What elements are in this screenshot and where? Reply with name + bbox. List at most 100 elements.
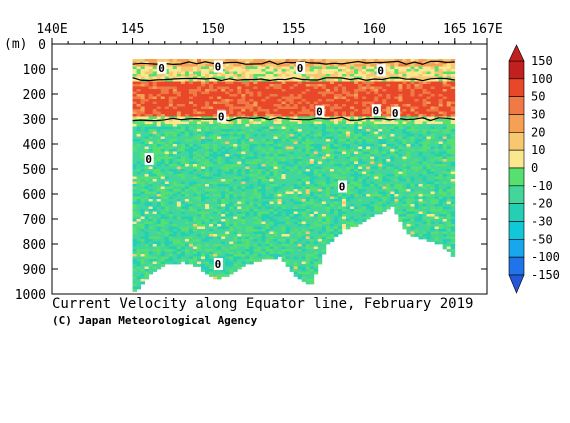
field-cell bbox=[245, 131, 250, 135]
field-cell bbox=[229, 224, 234, 227]
field-cell bbox=[192, 251, 198, 255]
field-cell bbox=[261, 156, 266, 160]
field-cell bbox=[346, 134, 351, 137]
field-cell bbox=[350, 101, 355, 105]
field-cell bbox=[366, 194, 371, 197]
field-cell bbox=[180, 194, 186, 197]
field-cell bbox=[281, 221, 287, 225]
field-cell bbox=[350, 219, 355, 222]
field-cell bbox=[168, 139, 174, 142]
field-cell bbox=[358, 139, 363, 142]
field-cell bbox=[241, 146, 246, 150]
field-cell bbox=[209, 136, 214, 140]
field-cell bbox=[378, 156, 383, 160]
field-cell bbox=[370, 99, 375, 102]
field-cell bbox=[354, 109, 359, 112]
field-cell bbox=[285, 179, 291, 182]
field-cell bbox=[297, 249, 303, 252]
field-cell bbox=[273, 86, 278, 90]
field-cell bbox=[253, 134, 258, 137]
field-cell bbox=[346, 64, 351, 67]
field-cell bbox=[140, 159, 146, 162]
field-cell bbox=[346, 71, 351, 75]
field-cell bbox=[245, 171, 250, 175]
field-cell bbox=[309, 244, 315, 247]
field-cell bbox=[132, 81, 137, 85]
field-cell bbox=[285, 214, 291, 217]
field-cell bbox=[317, 154, 323, 157]
field-cell bbox=[148, 189, 154, 192]
field-cell bbox=[140, 211, 146, 215]
field-cell bbox=[354, 94, 359, 97]
field-cell bbox=[350, 169, 355, 172]
field-cell bbox=[273, 236, 278, 240]
field-cell bbox=[172, 154, 178, 157]
field-cell bbox=[160, 84, 166, 87]
field-cell bbox=[184, 59, 190, 62]
field-cell bbox=[172, 129, 178, 132]
field-cell bbox=[253, 229, 258, 232]
field-cell bbox=[257, 244, 262, 247]
field-cell bbox=[233, 81, 238, 85]
field-cell bbox=[281, 224, 287, 227]
field-cell bbox=[168, 146, 174, 150]
field-cell bbox=[269, 76, 274, 80]
field-cell bbox=[140, 66, 146, 70]
field-cell bbox=[184, 89, 190, 92]
field-cell bbox=[265, 114, 270, 117]
field-cell bbox=[148, 169, 154, 172]
field-cell bbox=[184, 144, 190, 147]
field-cell bbox=[253, 99, 258, 102]
field-cell bbox=[354, 114, 359, 117]
field-cell bbox=[249, 251, 254, 255]
field-cell bbox=[213, 234, 218, 237]
field-cell bbox=[205, 69, 210, 72]
field-cell bbox=[233, 256, 238, 260]
field-cell bbox=[197, 111, 202, 115]
field-cell bbox=[317, 229, 323, 232]
field-cell bbox=[354, 179, 359, 182]
field-cell bbox=[337, 79, 343, 82]
field-cell bbox=[253, 214, 258, 217]
field-cell bbox=[337, 201, 343, 205]
field-cell bbox=[221, 199, 226, 202]
field-cell bbox=[329, 196, 335, 200]
field-cell bbox=[321, 154, 327, 157]
field-cell bbox=[269, 166, 274, 170]
field-cell bbox=[253, 109, 258, 112]
field-cell bbox=[245, 114, 250, 117]
field-cell bbox=[192, 129, 198, 132]
field-cell bbox=[152, 239, 158, 242]
field-cell bbox=[257, 114, 262, 117]
field-cell bbox=[172, 164, 178, 167]
field-cell bbox=[233, 261, 238, 265]
field-cell bbox=[305, 206, 311, 210]
field-cell bbox=[261, 129, 266, 132]
field-cell bbox=[273, 141, 278, 145]
field-cell bbox=[317, 161, 323, 165]
field-cell bbox=[180, 209, 186, 212]
field-cell bbox=[337, 136, 343, 140]
field-cell bbox=[192, 134, 198, 137]
field-cell bbox=[261, 81, 266, 85]
field-cell bbox=[325, 99, 331, 102]
field-cell bbox=[237, 211, 242, 215]
field-cell bbox=[281, 174, 287, 177]
field-cell bbox=[337, 154, 343, 157]
field-cell bbox=[354, 144, 359, 147]
field-cell bbox=[180, 169, 186, 172]
field-cell bbox=[209, 99, 214, 102]
field-cell bbox=[309, 104, 315, 107]
field-cell bbox=[257, 109, 262, 112]
field-cell bbox=[229, 116, 234, 120]
field-cell bbox=[144, 171, 150, 175]
field-cell bbox=[342, 106, 347, 110]
field-cell bbox=[188, 169, 194, 172]
field-cell bbox=[325, 71, 331, 75]
field-cell bbox=[277, 139, 282, 142]
field-cell bbox=[164, 236, 170, 240]
field-cell bbox=[293, 234, 299, 237]
field-cell bbox=[148, 241, 154, 245]
field-cell bbox=[285, 246, 291, 250]
field-cell bbox=[253, 169, 258, 172]
